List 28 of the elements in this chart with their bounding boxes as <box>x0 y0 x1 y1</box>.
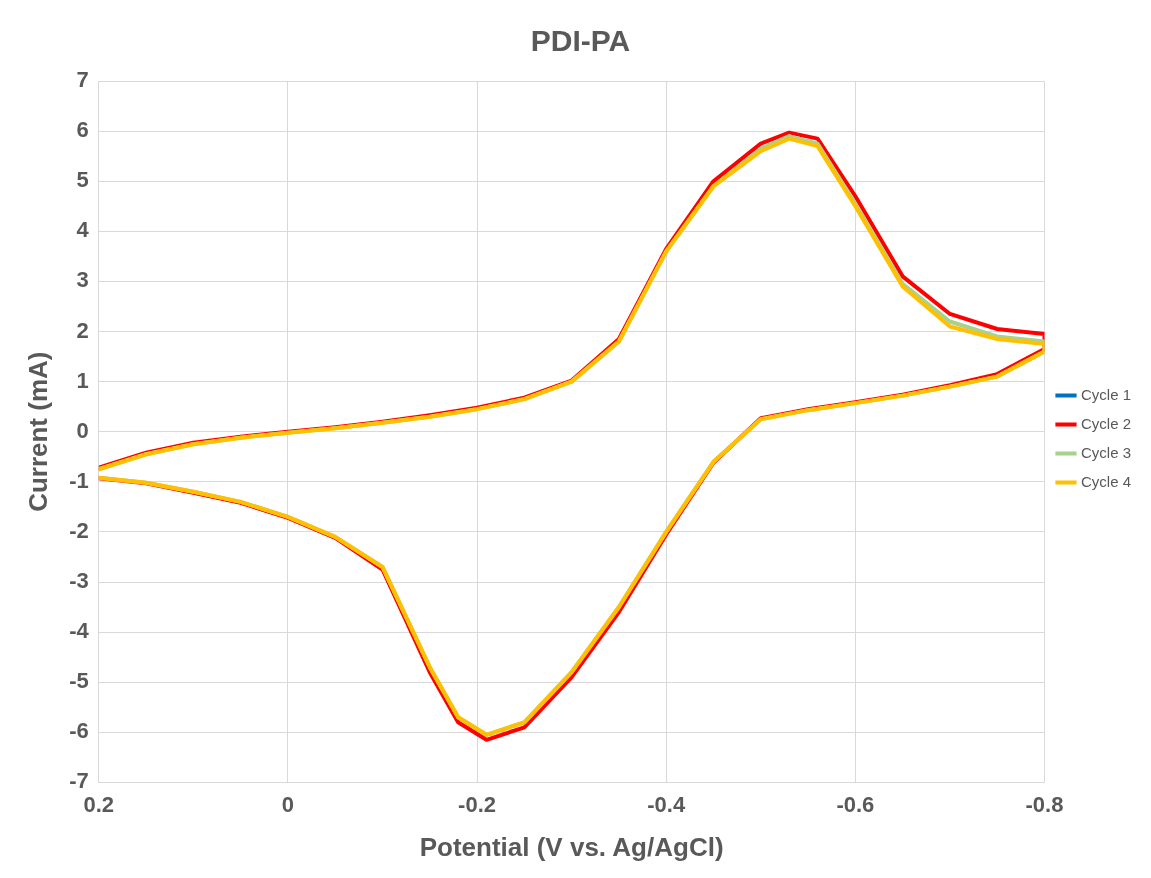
legend-label: Cycle 2 <box>1080 414 1132 432</box>
legend-label: Cycle 1 <box>1080 385 1132 403</box>
x-tick-label: -0.8 <box>1025 791 1064 817</box>
chart-title: PDI-PA <box>530 24 631 58</box>
x-axis-title: Potential (V vs. Ag/AgCl) <box>419 831 724 862</box>
x-tick-label: -0.6 <box>836 791 875 817</box>
legend-label: Cycle 4 <box>1080 472 1132 490</box>
y-tick-label: 3 <box>76 267 89 293</box>
x-tick-label: -0.2 <box>458 791 497 817</box>
legend-label: Cycle 3 <box>1080 443 1132 461</box>
x-tick-label: -0.4 <box>647 791 686 817</box>
y-tick-label: -4 <box>69 618 90 644</box>
y-tick-label: 1 <box>76 367 89 393</box>
y-tick-label: 0 <box>76 417 89 443</box>
y-tick-label: -5 <box>69 668 89 694</box>
y-tick-label: 7 <box>76 67 89 93</box>
x-tick-label: 0.2 <box>83 791 115 817</box>
x-tick-label: 0 <box>281 791 295 817</box>
y-tick-label: 5 <box>76 167 89 193</box>
y-tick-label: -3 <box>69 568 89 594</box>
y-tick-label: -6 <box>69 718 89 744</box>
y-tick-label: -2 <box>69 517 89 543</box>
y-axis-title: Current (mA) <box>22 351 53 512</box>
y-tick-label: 6 <box>76 117 89 143</box>
y-tick-label: 2 <box>76 317 89 343</box>
y-tick-label: -7 <box>69 768 89 794</box>
y-tick-label: 4 <box>76 217 90 243</box>
y-tick-label: -1 <box>69 467 89 493</box>
